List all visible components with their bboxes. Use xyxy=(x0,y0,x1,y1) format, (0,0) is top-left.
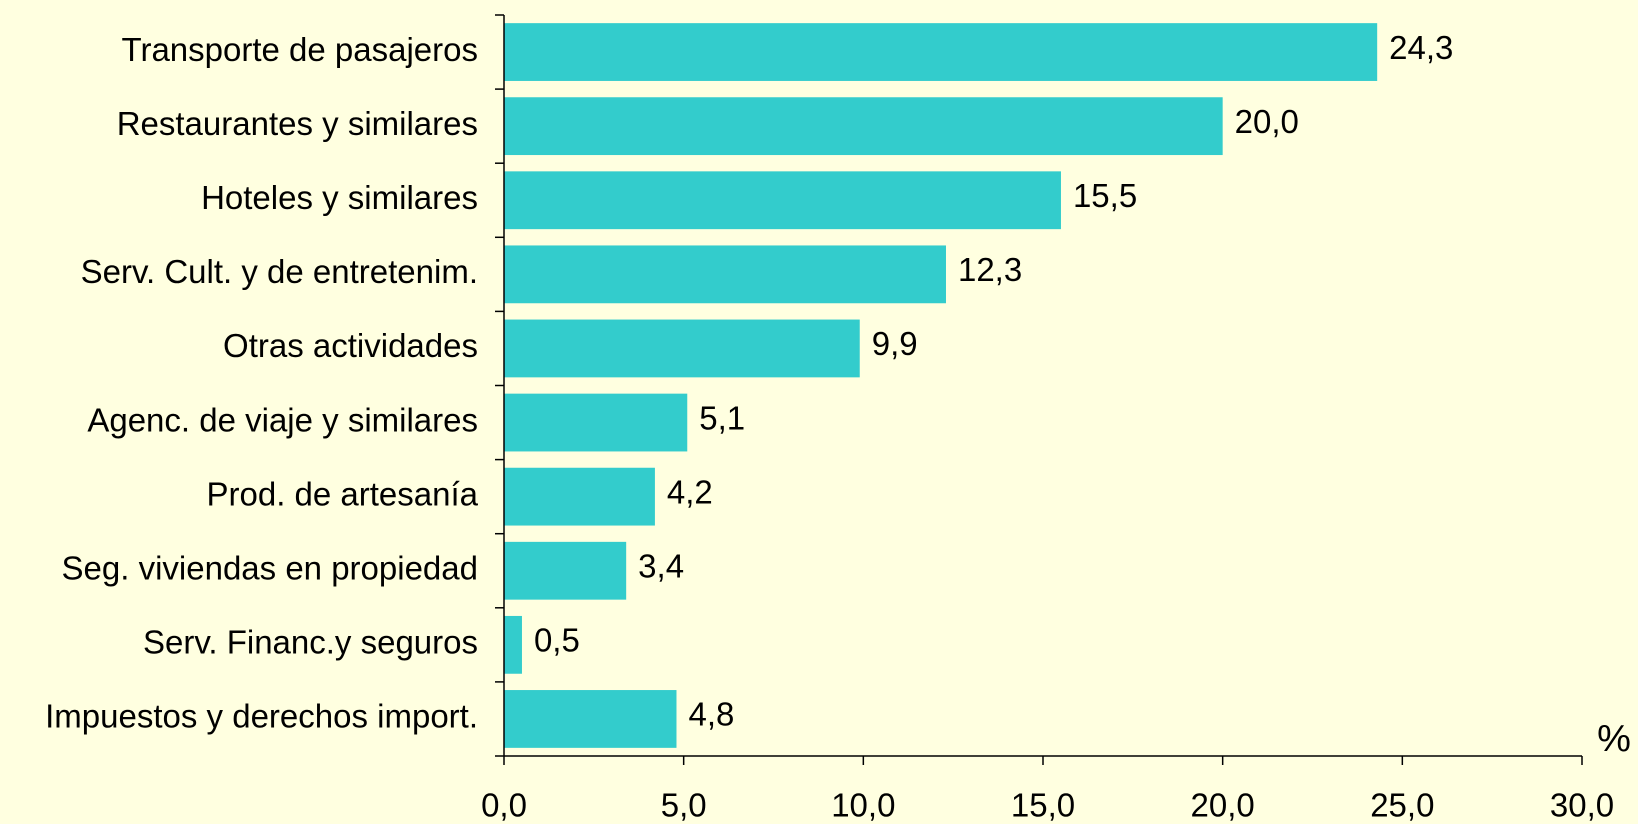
bar xyxy=(504,171,1061,230)
y-tick-label: Serv. Cult. y de entretenim. xyxy=(81,253,478,290)
bar xyxy=(504,541,627,600)
value-label: 12,3 xyxy=(958,251,1022,288)
value-label: 3,4 xyxy=(638,547,684,584)
value-label: 0,5 xyxy=(534,622,580,659)
value-label: 9,9 xyxy=(872,325,918,362)
bar xyxy=(504,615,522,674)
bar xyxy=(504,690,677,748)
y-tick-label: Seg. viviendas en propiedad xyxy=(62,549,478,586)
value-label: 4,2 xyxy=(667,473,713,510)
bar xyxy=(504,467,655,526)
bar xyxy=(504,245,946,304)
y-tick-label: Impuestos y derechos import. xyxy=(45,698,478,735)
value-label: 4,8 xyxy=(688,696,734,733)
x-tick-label: 30,0 xyxy=(1550,787,1614,824)
y-tick-label: Hoteles y similares xyxy=(201,179,478,216)
value-label: 15,5 xyxy=(1073,177,1137,214)
y-tick-label: Prod. de artesanía xyxy=(206,475,478,512)
y-tick-label: Agenc. de viaje y similares xyxy=(87,401,478,438)
x-tick-label: 15,0 xyxy=(1011,787,1075,824)
x-tick-label: 5,0 xyxy=(661,787,707,824)
value-label: 20,0 xyxy=(1235,103,1299,140)
value-label: 5,1 xyxy=(699,399,745,436)
x-axis-label: % xyxy=(1597,718,1631,760)
bar xyxy=(504,393,688,452)
x-tick-label: 10,0 xyxy=(831,787,895,824)
bar xyxy=(504,23,1378,81)
x-tick-label: 0,0 xyxy=(481,787,527,824)
y-tick-label: Serv. Financ.y seguros xyxy=(143,624,478,661)
y-tick-label: Restaurantes y similares xyxy=(117,105,478,142)
y-tick-label: Otras actividades xyxy=(223,327,478,364)
bar xyxy=(504,319,860,378)
bar xyxy=(504,97,1223,156)
x-tick-label: 25,0 xyxy=(1370,787,1434,824)
value-label: 24,3 xyxy=(1389,29,1453,66)
x-tick-label: 20,0 xyxy=(1191,787,1255,824)
y-tick-label: Transporte de pasajeros xyxy=(122,31,478,68)
